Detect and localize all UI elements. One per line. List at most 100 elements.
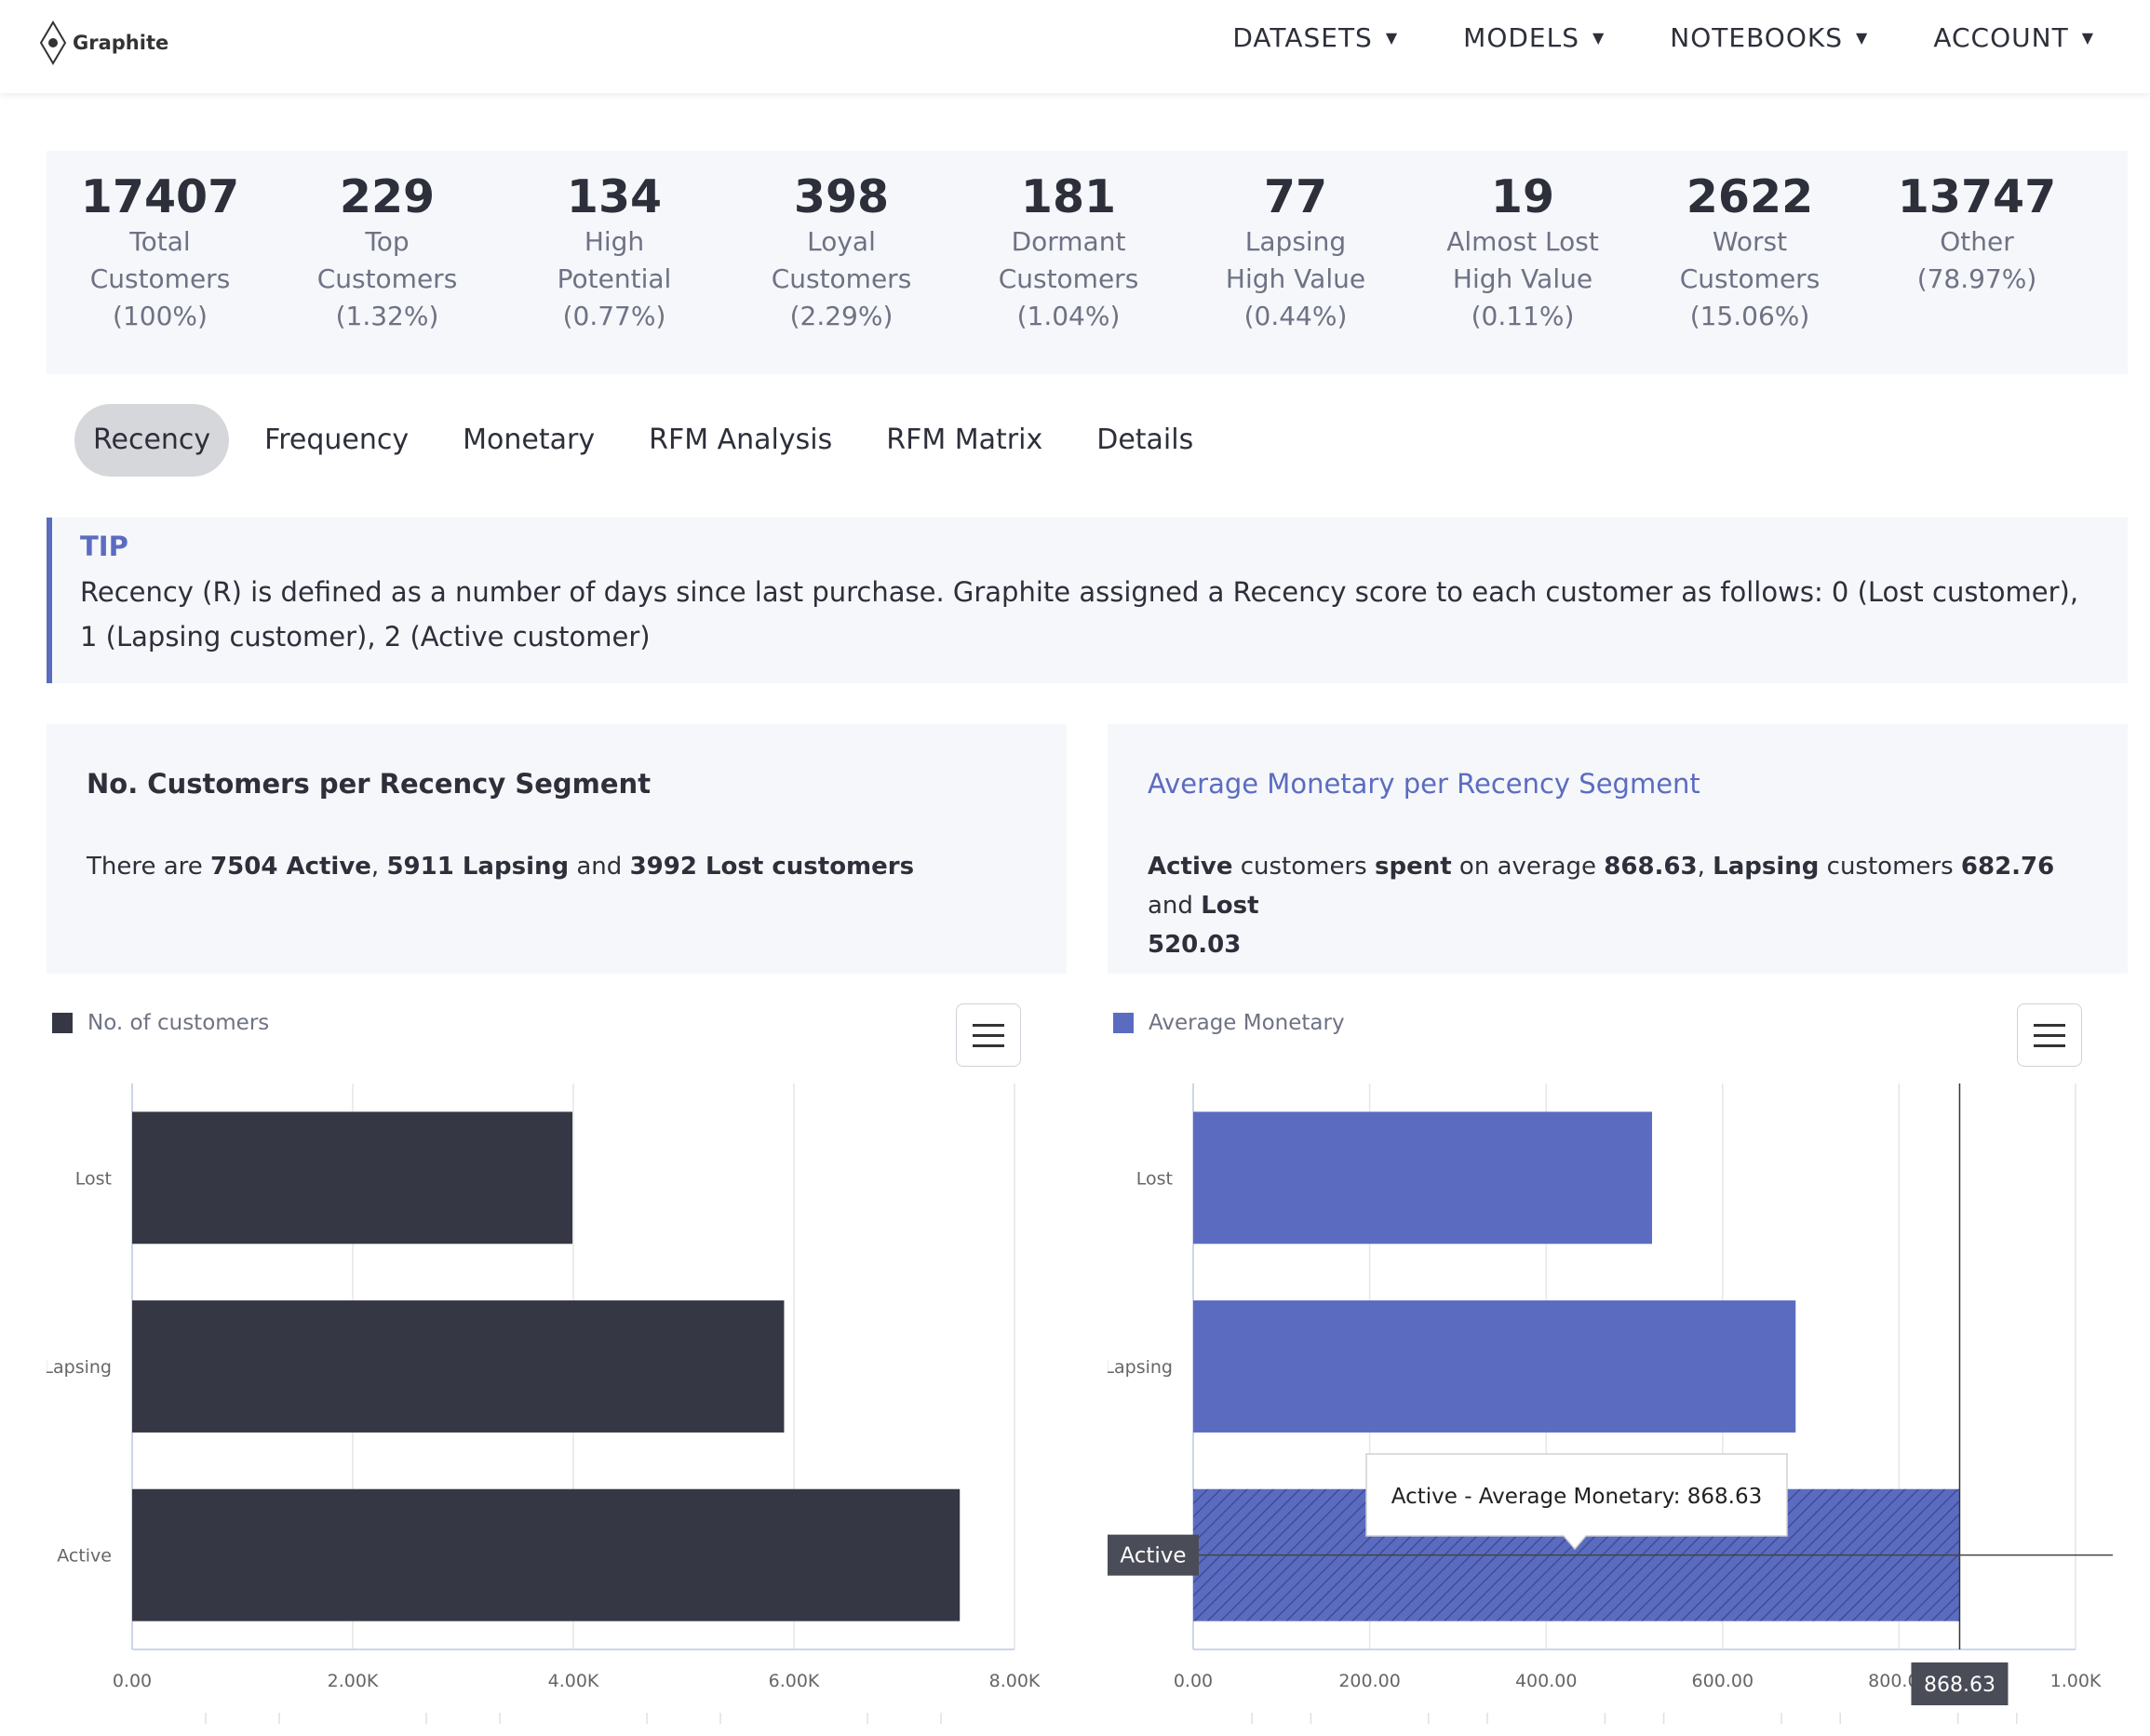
top-navbar: Graphite DATASETS ▼ MODELS ▼ NOTEBOOKS ▼… [0,0,2150,93]
nav-models[interactable]: MODELS ▼ [1463,22,1605,53]
legend-swatch [52,1013,73,1033]
caret-down-icon: ▼ [1385,29,1399,47]
stat-label: High [584,226,645,258]
stat-percent: (0.11%) [1471,301,1575,332]
customers-bar-chart: 0.00 2.00K 4.00K 6.00K 8.00K Lost Lapsing Activ… [47,1083,1041,1724]
x-tick-label: 2.00K [328,1671,379,1691]
x-tick-label: 8.00K [989,1671,1041,1691]
stat-label: Lapsing [1244,226,1347,258]
stat-lapsing-high-value: 77 Lapsing High Value (0.44%) [1182,151,1409,374]
bar-lapsing [1193,1300,1796,1433]
stat-value: 134 [566,170,663,223]
stat-value: 181 [1020,170,1117,223]
crosshair-x-label-box [1911,1662,2009,1705]
stat-value: 19 [1490,170,1555,223]
x-tick-label: 4.00K [548,1671,599,1691]
chart-menu-button[interactable] [2017,1003,2082,1067]
monetary-chart: Average Monetary 0.00 200.00 400.00 600.00 8… [1108,996,2150,1736]
y-category-label: Lost [1136,1168,1173,1189]
logo[interactable]: Graphite [37,20,168,65]
customers-summary-panel: No. Customers per Recency Segment There … [47,724,1067,974]
tip-text: Recency (R) is defined as a number of da… [80,576,2079,653]
stat-top-customers: 229 Top Customers (1.32%) [274,151,501,374]
stat-percent: (0.44%) [1243,301,1348,332]
logo-text: Graphite [73,32,169,54]
tab-frequency[interactable]: Frequency [264,424,410,456]
crosshair-y-label-box [1108,1534,1199,1576]
stat-percent: (78.97%) [1916,263,2037,295]
x-tick-label: 6.00K [769,1671,820,1691]
stat-percent: (0.77%) [562,301,666,332]
panel-summary-text: Active customers spent on average 868.63… [1148,853,2055,959]
stat-percent: (2.29%) [789,301,894,332]
stat-label: Potential [557,263,672,295]
tab-recency[interactable]: Recency [74,404,230,477]
bar-lapsing [132,1300,785,1433]
stat-label: Total [129,226,191,258]
nav-datasets[interactable]: DATASETS ▼ [1232,22,1398,53]
analysis-tabs: Recency Frequency Monetary RFM Analysis … [74,404,1229,477]
tab-monetary[interactable]: Monetary [463,424,596,456]
stat-value: 2622 [1686,170,1814,223]
x-tick-label: 600.00 [1692,1671,1754,1691]
caret-down-icon: ▼ [1856,29,1869,47]
panel-summary-text: There are 7504 Active, 5911 Lapsing and … [87,853,915,881]
x-tick-label: 1.00K [2050,1671,2102,1691]
tooltip-text: Active - Average Monetary: 868.63 [1391,1485,1763,1509]
stat-label: High Value [1225,263,1366,295]
stat-label: Customers [316,263,458,295]
bar-active [132,1488,961,1622]
panel-title: No. Customers per Recency Segment [87,768,652,800]
graphite-logo-icon [39,20,67,65]
stat-label: High Value [1452,263,1593,295]
x-tick-label: 400.00 [1515,1671,1577,1691]
legend-label: Average Monetary [1149,1011,1345,1035]
hamburger-icon [2034,1023,2065,1027]
stat-percent: (100%) [113,301,208,332]
chart-legend[interactable]: Average Monetary [1113,1011,1345,1035]
stat-high-potential: 134 High Potential (0.77%) [501,151,728,374]
stat-label: Customers [771,263,912,295]
nav-notebooks[interactable]: NOTEBOOKS ▼ [1670,22,1868,53]
customers-chart: No. of customers 0.00 2.00K 4.00K 6.00K 8.00… [47,996,1089,1736]
stat-dormant-customers: 181 Dormant Customers (1.04%) [955,151,1182,374]
bar-lost [1193,1111,1652,1245]
stat-label: Dormant [1011,226,1126,258]
panel-title: Average Monetary per Recency Segment [1148,768,1700,800]
stat-almost-lost-high-value: 19 Almost Lost High Value (0.11%) [1409,151,1636,374]
main-nav: DATASETS ▼ MODELS ▼ NOTEBOOKS ▼ ACCOUNT … [1167,22,2094,53]
tab-details[interactable]: Details [1096,424,1194,456]
tab-rfm-matrix[interactable]: RFM Matrix [886,424,1043,456]
segment-stats: 17407 Total Customers (100%) 229 Top Cus… [47,151,2128,374]
stat-label: Worst [1712,226,1788,258]
bar-lost [132,1111,573,1245]
stat-total-customers: 17407 Total Customers (100%) [47,151,274,374]
tip-callout: TIP Recency (R) is defined as a number o… [47,518,2128,683]
stat-percent: (15.06%) [1689,301,1810,332]
x-tick-label: 200.00 [1338,1671,1400,1691]
chart-legend[interactable]: No. of customers [52,1011,269,1035]
crosshair-x-label: 868.63 [1924,1674,1995,1697]
tooltip-box [1365,1453,1788,1551]
stat-percent: (1.04%) [1016,301,1121,332]
chart-menu-button[interactable] [956,1003,1021,1067]
legend-swatch [1113,1013,1134,1033]
nav-models-label: MODELS [1463,22,1579,53]
y-category-label: Active [57,1546,112,1567]
nav-account-label: ACCOUNT [1933,22,2069,53]
nav-datasets-label: DATASETS [1232,22,1373,53]
tab-rfm-analysis[interactable]: RFM Analysis [649,424,833,456]
stat-label: Almost Lost [1446,226,1599,258]
stat-label: Top [365,226,410,258]
nav-notebooks-label: NOTEBOOKS [1670,22,1844,53]
stat-label: Customers [89,263,231,295]
stat-worst-customers: 2622 Worst Customers (15.06%) [1636,151,1863,374]
nav-account[interactable]: ACCOUNT ▼ [1933,22,2094,53]
stat-value: 398 [793,170,890,223]
stat-label: Other [1940,226,2014,258]
x-tick-label: 0.00 [1174,1671,1213,1691]
stat-label: Customers [1679,263,1821,295]
legend-label: No. of customers [87,1011,270,1035]
hamburger-icon [973,1023,1004,1027]
stat-value: 17407 [80,170,240,223]
